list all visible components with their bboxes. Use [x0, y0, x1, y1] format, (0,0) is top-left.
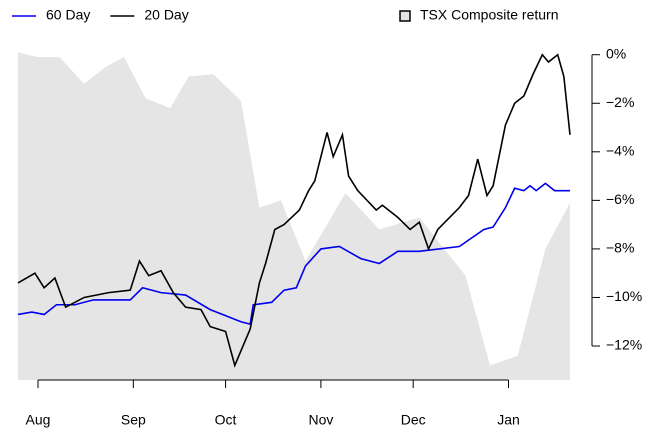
x-tick-label: Jan	[497, 412, 520, 428]
y-tick-label: −8%	[606, 240, 634, 256]
legend-label: TSX Composite return	[420, 7, 559, 23]
x-tick-label: Sep	[121, 412, 146, 428]
area	[18, 52, 570, 381]
y-tick-label: 0%	[606, 45, 626, 61]
y-tick-label: −4%	[606, 143, 634, 159]
x-tick-label: Dec	[401, 412, 426, 428]
x-tick-label: Nov	[308, 412, 333, 428]
line	[17, 182, 570, 326]
legend-swatch	[399, 10, 411, 22]
y-tick-label: −12%	[606, 337, 642, 353]
legend-label: 20 Day	[144, 7, 188, 23]
y-tick-label: −6%	[606, 191, 634, 207]
x-tick-label: Oct	[215, 412, 237, 428]
y-tick-label: −2%	[606, 94, 634, 110]
x-tick-label: Aug	[26, 412, 51, 428]
line	[17, 53, 571, 368]
y-tick-label: −10%	[606, 288, 642, 304]
legend-label: 60 Day	[46, 7, 90, 23]
